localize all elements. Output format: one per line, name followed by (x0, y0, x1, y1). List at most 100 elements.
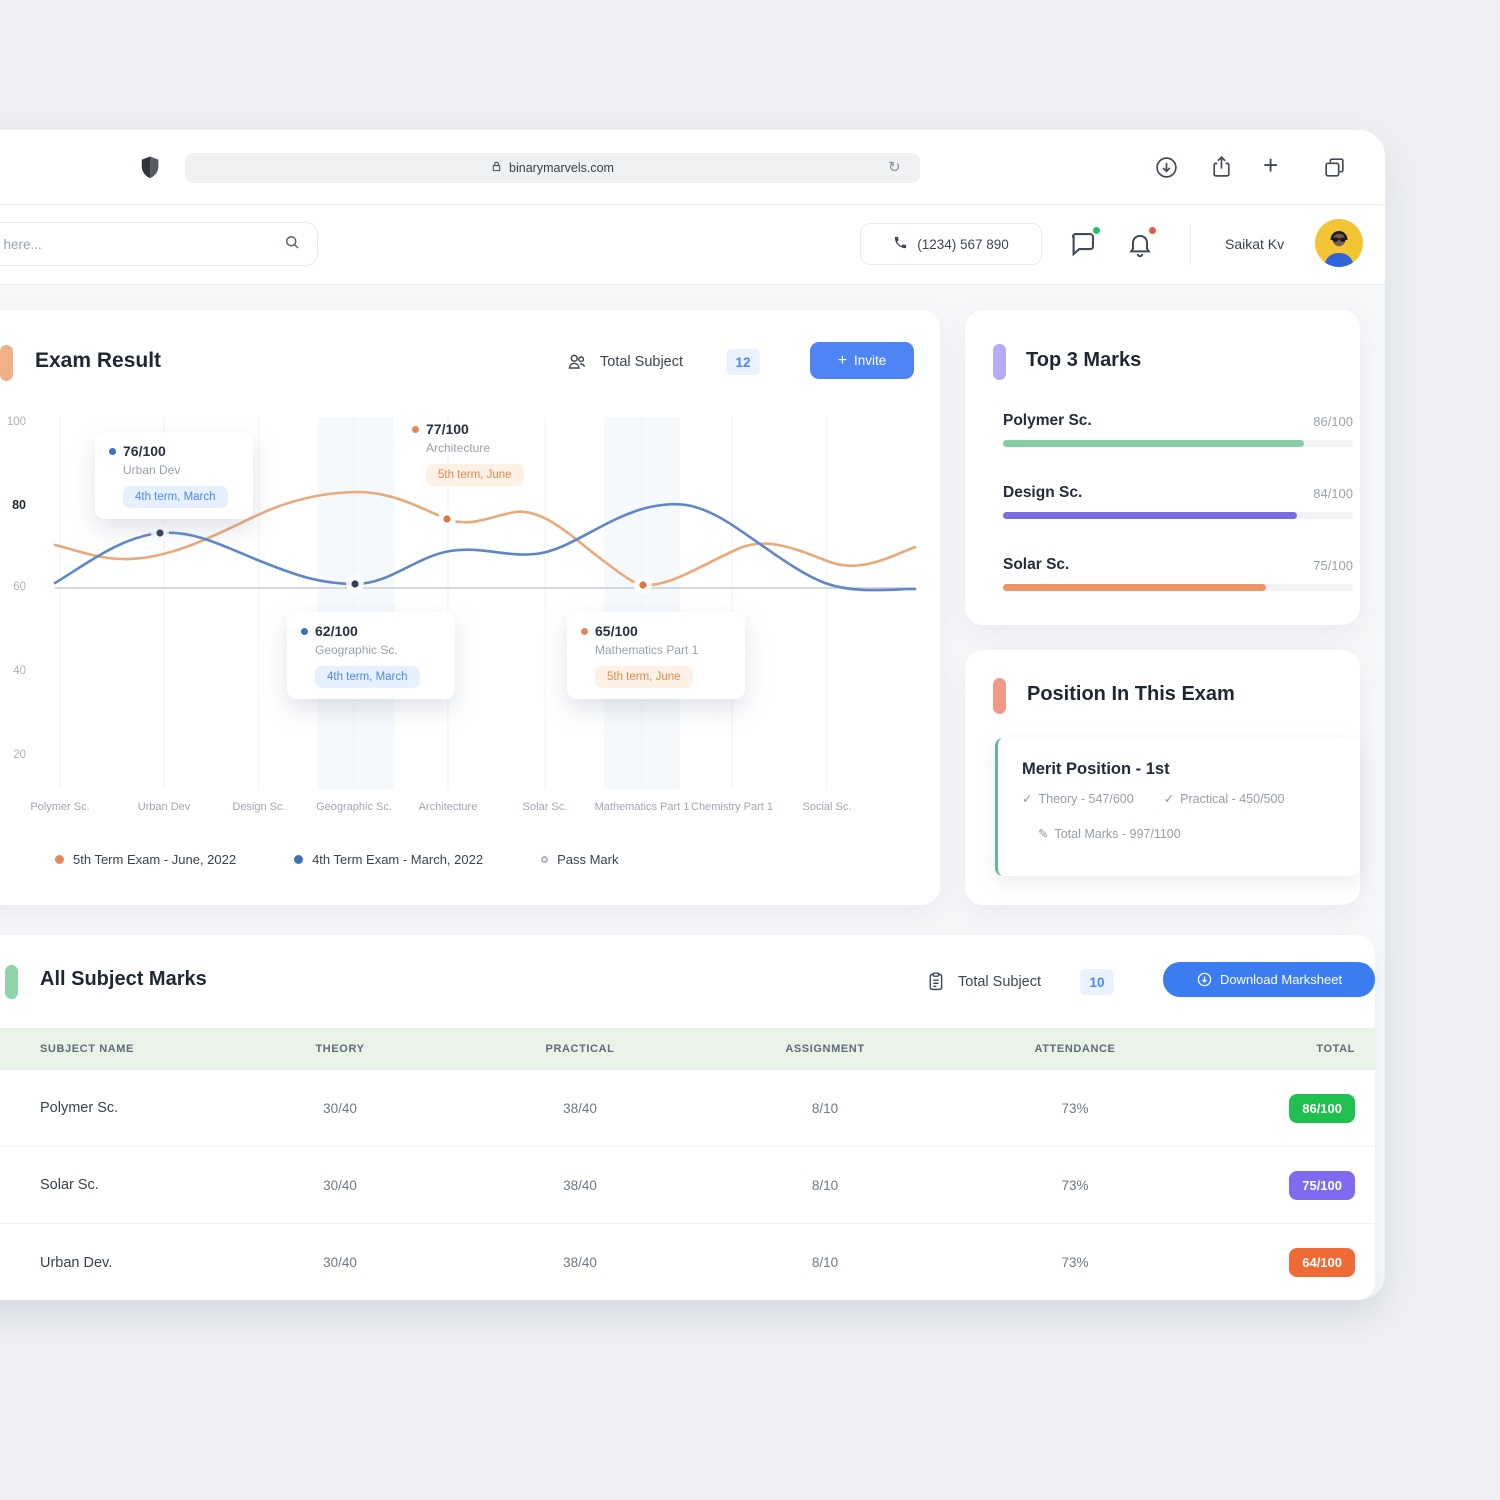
check-icon: ✓ (1022, 792, 1033, 806)
plus-icon: + (837, 351, 848, 369)
cell-attendance: 73% (1061, 1255, 1089, 1270)
col-total: Total (1316, 1043, 1355, 1055)
legend-label: 4th Term Exam - March, 2022 (312, 852, 484, 867)
download-marksheet-label: Download Marksheet (1219, 972, 1343, 987)
x-label: Solar Sc. (522, 801, 568, 813)
new-tab-icon[interactable]: + (1263, 150, 1279, 180)
series-5th-term-line (53, 490, 917, 587)
url-text: binarymarvels.com (509, 161, 614, 175)
merit-position-label: Merit Position - 1st (1022, 760, 1170, 778)
table-row[interactable]: Solar Sc. 30/40 38/40 8/10 73% 75/100 (0, 1147, 1375, 1224)
table-header-row: Subject Name Theory Practical Assignment… (0, 1028, 1375, 1070)
pencil-icon: ✎ (1038, 827, 1049, 841)
table-row[interactable]: Polymer Sc. 30/40 38/40 8/10 73% 86/100 (0, 1070, 1375, 1147)
phone-icon (893, 235, 908, 253)
tooltip-subject: Geographic Sc. (315, 643, 398, 657)
top-3-marks-card (965, 310, 1360, 625)
merit-position-box: Merit Position - 1st ✓ Theory - 547/600 ✓… (995, 738, 1360, 876)
total-marks: ✎ Total Marks - 997/1100 (1038, 827, 1181, 841)
cell-subject: Urban Dev. (40, 1254, 113, 1271)
top-mark-bar (1003, 512, 1353, 519)
table-row[interactable]: Urban Dev. 30/40 38/40 8/10 73% 64/100 (0, 1224, 1375, 1301)
data-point-architecture (438, 510, 456, 528)
tooltip-term-badge: 4th term, March (123, 486, 228, 508)
chart-legend: 5th Term Exam - June, 2022 4th Term Exam… (55, 852, 618, 867)
series-4th-term-line (53, 502, 917, 592)
y-tick-80: 80 (12, 498, 26, 512)
exam-result-card (0, 310, 940, 905)
bell-icon (1126, 225, 1158, 264)
col-assignment: Assignment (785, 1043, 865, 1055)
all-subject-marks-accent (5, 965, 18, 999)
tab-switcher-icon[interactable] (1322, 155, 1347, 185)
position-title: Position In This Exam (1027, 683, 1235, 705)
notifications-button[interactable] (1126, 225, 1158, 264)
cell-assignment: 8/10 (811, 1255, 839, 1270)
total-badge: 75/100 (1289, 1170, 1355, 1200)
column-highlight (318, 417, 394, 789)
tooltip-score: 77/100 (426, 421, 469, 437)
x-label: Polymer Sc. (30, 801, 90, 813)
search-icon[interactable] (283, 233, 317, 256)
total-badge: 86/100 (1289, 1093, 1355, 1123)
chart-tooltip-mathematics: 65/100 Mathematics Part 1 5th term, June (567, 612, 745, 699)
exam-result-title: Exam Result (35, 349, 162, 372)
legend-item-4th-term: 4th Term Exam - March, 2022 (294, 852, 483, 867)
top-mark-bar-fill (1003, 440, 1304, 447)
tooltip-dot (581, 627, 588, 635)
legend-item-pass-mark: Pass Mark (541, 852, 618, 867)
legend-item-5th-term: 5th Term Exam - June, 2022 (55, 852, 236, 867)
tooltip-subject: Architecture (426, 441, 491, 455)
chat-button[interactable] (1068, 225, 1102, 264)
legend-label: Pass Mark (557, 852, 619, 867)
table-total-subject-count: 10 (1080, 969, 1114, 995)
cell-subject: Polymer Sc. (40, 1100, 119, 1116)
notification-badge (1147, 225, 1158, 236)
tooltip-dot (109, 447, 116, 455)
avatar[interactable] (1315, 219, 1363, 267)
y-tick-20: 20 (13, 749, 26, 761)
download-circle-icon (1196, 971, 1213, 988)
x-label: Urban Dev (137, 801, 191, 813)
chat-icon (1068, 225, 1102, 264)
col-attendance: Attendance (1034, 1043, 1116, 1055)
reload-icon[interactable]: ↻ (888, 159, 901, 176)
check-icon: ✓ (1163, 792, 1175, 806)
table-total-subject-label: Total Subject (958, 974, 1042, 990)
tooltip-score: 62/100 (315, 623, 358, 639)
col-practical: Practical (545, 1043, 615, 1055)
total-badge: 64/100 (1289, 1248, 1355, 1277)
total-subject-count: 12 (726, 349, 760, 375)
download-icon[interactable] (1154, 155, 1179, 185)
practical-marks: ✓ Practical - 450/500 (1163, 792, 1285, 806)
top-mark-bar (1003, 584, 1353, 591)
cell-assignment: 8/10 (811, 1177, 839, 1193)
chart-tooltip-geographic: 62/100 Geographic Sc. 4th term, March (287, 612, 455, 699)
legend-dot (541, 856, 549, 863)
share-icon[interactable] (1209, 154, 1234, 184)
top-mark-bar-fill (1003, 512, 1297, 519)
all-subject-marks-title: All Subject Marks (40, 968, 207, 990)
chart-annotation-architecture: 77/100 Architecture 5th term, June (398, 410, 568, 497)
invite-button[interactable]: + Invite (810, 342, 914, 379)
invite-label: Invite (854, 353, 887, 368)
search-input[interactable]: Search here... (0, 222, 318, 266)
top-mark-name: Polymer Sc. (1003, 412, 1092, 429)
phone-number: (1234) 567 890 (917, 236, 1009, 252)
cell-practical: 38/40 (563, 1255, 597, 1270)
search-placeholder: Search here... (0, 236, 42, 252)
top-mark-score: 84/100 (1313, 486, 1353, 501)
cell-subject: Solar Sc. (40, 1177, 99, 1193)
address-bar[interactable]: binarymarvels.com (185, 153, 920, 183)
x-label: Chemistry Part 1 (691, 801, 773, 813)
exam-result-line-chart (53, 417, 917, 789)
top-3-marks-title: Top 3 Marks (1026, 349, 1142, 371)
user-name: Saikat Kv (1225, 236, 1285, 252)
header-divider (1190, 225, 1191, 265)
phone-button[interactable]: (1234) 567 890 (860, 223, 1042, 265)
tooltip-subject: Urban Dev (123, 463, 181, 477)
col-subject-name: Subject Name (40, 1043, 134, 1055)
shield-icon[interactable] (139, 155, 161, 185)
download-marksheet-button[interactable]: Download Marksheet (1163, 962, 1375, 997)
